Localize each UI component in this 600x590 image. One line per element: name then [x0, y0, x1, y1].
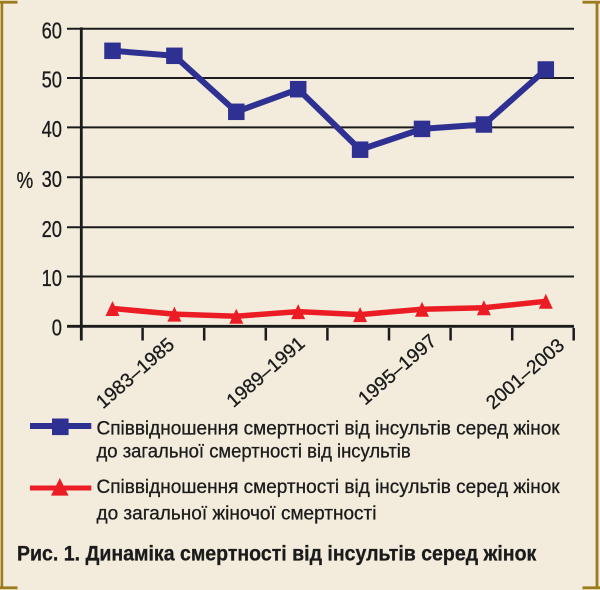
svg-text:1989–1991: 1989–1991 [223, 333, 309, 412]
svg-text:до загальної смертності від ін: до загальної смертності від інсультів [97, 440, 411, 461]
svg-text:%: % [17, 168, 34, 193]
svg-text:до загальної жіночої смертност: до загальної жіночої смертності [97, 504, 377, 525]
svg-text:Співвідношення смертності від: Співвідношення смертності від інсультів … [97, 477, 561, 498]
svg-text:40: 40 [42, 117, 62, 143]
svg-text:Рис. 1. Динаміка смертності ві: Рис. 1. Динаміка смертності від інсульті… [17, 542, 537, 566]
svg-text:30: 30 [42, 167, 62, 193]
svg-text:60: 60 [42, 18, 62, 44]
svg-text:1995–1997: 1995–1997 [355, 331, 441, 410]
svg-text:10: 10 [42, 266, 62, 292]
svg-text:20: 20 [42, 217, 62, 243]
svg-text:Співвідношення смертності від: Співвідношення смертності від інсультів … [97, 419, 561, 440]
svg-text:2001–2003: 2001–2003 [483, 335, 569, 414]
svg-text:50: 50 [42, 68, 62, 94]
svg-text:1983–1985: 1983–1985 [93, 334, 179, 413]
svg-text:0: 0 [52, 315, 62, 341]
